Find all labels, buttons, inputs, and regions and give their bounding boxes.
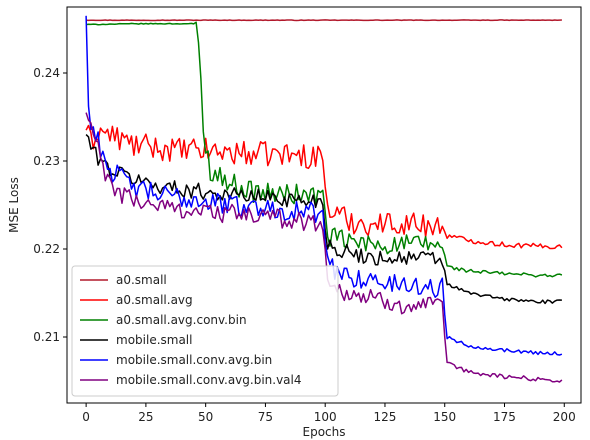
x-axis-label: Epochs [303, 425, 346, 439]
series-line-2 [85, 124, 563, 250]
x-tick-label: 100 [314, 410, 337, 424]
y-tick-label: 0.23 [33, 154, 60, 168]
series-line-5 [85, 15, 563, 356]
x-axis-ticks: 0 25 50 75 100 125 150 175 200 [82, 403, 576, 424]
x-tick-label: 200 [553, 410, 576, 424]
series-line-3 [86, 21, 563, 278]
legend-label: a0.small.avg.conv.bin [116, 313, 247, 327]
x-tick-label: 125 [374, 410, 397, 424]
legend-label: a0.small.avg [116, 293, 193, 307]
x-tick-label: 25 [138, 410, 153, 424]
legend-label: mobile.small [116, 333, 192, 347]
series-line-6 [85, 112, 563, 383]
legend-box [71, 265, 339, 397]
legend-label: mobile.small.conv.avg.bin [116, 353, 272, 367]
y-axis-ticks: 0.21 0.22 0.23 0.24 [33, 66, 67, 344]
x-tick-label: 150 [433, 410, 456, 424]
x-tick-label: 175 [493, 410, 516, 424]
series-layer [85, 15, 563, 383]
series-line-1 [86, 19, 562, 22]
legend: a0.small a0.small.avg a0.small.avg.conv.bi… [71, 265, 339, 397]
x-tick-label: 50 [198, 410, 213, 424]
x-tick-label: 0 [82, 410, 90, 424]
plot-frame [66, 6, 582, 404]
y-tick-label: 0.22 [33, 242, 60, 256]
x-tick-label: 75 [258, 410, 273, 424]
legend-label: a0.small [116, 273, 167, 287]
y-tick-label: 0.24 [33, 66, 60, 80]
y-tick-label: 0.21 [33, 330, 60, 344]
legend-label: mobile.small.conv.avg.bin.val4 [116, 373, 302, 387]
y-axis-label: MSE Loss [7, 177, 21, 233]
